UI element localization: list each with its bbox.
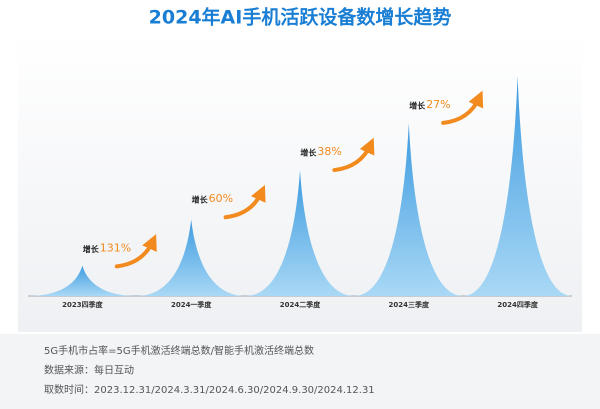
x-tick-label: 2023四季度: [62, 300, 103, 309]
growth-label: 131%: [100, 241, 131, 254]
spike: [245, 170, 355, 296]
x-tick-label: 2024二季度: [280, 300, 321, 309]
chart-title: 2024年AI手机活跃设备数增长趋势: [149, 6, 452, 29]
growth-label: 60%: [209, 192, 233, 205]
spike: [463, 75, 572, 296]
note: 数据来源：每日互动: [44, 364, 134, 377]
growth-prefix: 增长: [409, 100, 426, 110]
growth-arrow: [114, 234, 157, 269]
note: 取数时间：2023.12.31/2024.3.31/2024.6.30/2024…: [44, 383, 375, 396]
growth-arrow: [441, 90, 484, 125]
growth-prefix: 增长: [83, 244, 100, 254]
spike: [28, 265, 137, 296]
growth-prefix: 增长: [192, 195, 209, 205]
note: 5G手机市占率=5G手机激活终端总数/智能手机激活终端总数: [44, 344, 314, 357]
x-tick-label: 2024一季度: [171, 300, 212, 309]
growth-prefix: 增长: [300, 148, 317, 158]
notes-panel: [0, 334, 600, 409]
spike: [136, 219, 246, 296]
growth-label: 27%: [426, 98, 450, 111]
growth-label: 38%: [317, 145, 341, 158]
growth-arrow: [223, 184, 266, 220]
spike: [354, 123, 464, 296]
x-tick-label: 2024四季度: [497, 300, 538, 309]
x-tick-label: 2024三季度: [389, 300, 430, 309]
growth-arrow: [332, 137, 375, 173]
